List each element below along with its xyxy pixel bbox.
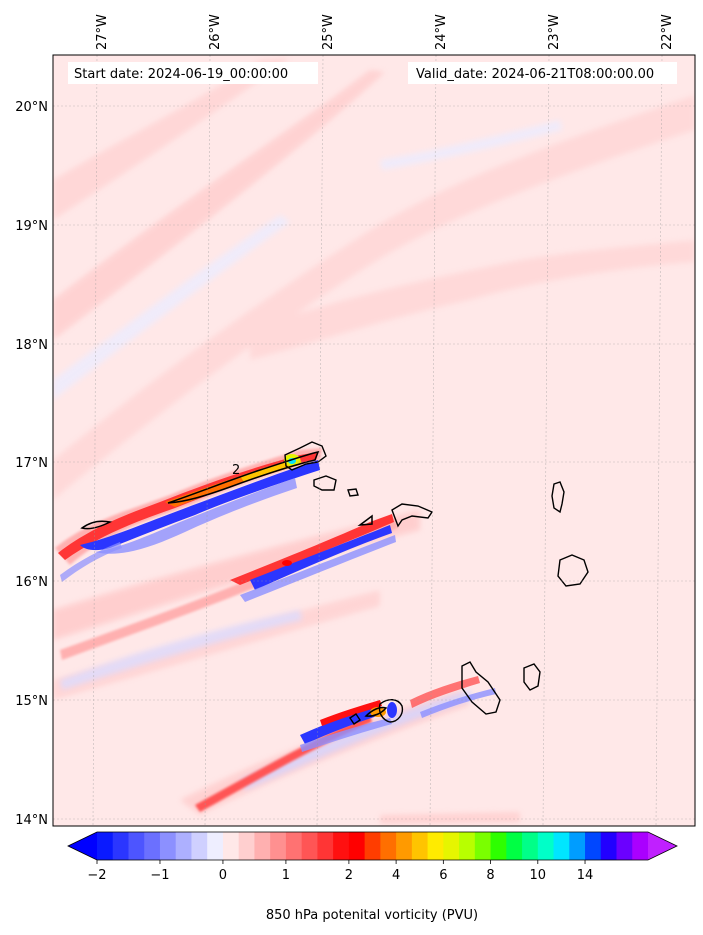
lon-tick-label: 27°W	[95, 14, 110, 50]
lat-tick-label: 15°N	[15, 694, 48, 709]
valid-date-box	[408, 62, 677, 84]
colorbar-tick-label: 8	[486, 868, 494, 883]
start-date-box	[68, 62, 318, 84]
colorbar-cell	[317, 832, 334, 860]
lat-tick-label: 20°N	[15, 100, 48, 115]
lon-tick-label: 24°W	[434, 14, 449, 50]
colorbar-cell	[553, 832, 570, 860]
colorbar-cell	[270, 832, 287, 860]
start-date-label: Start date: 2024-06-19_00:00:00	[74, 67, 288, 82]
lat-tick-label: 19°N	[15, 219, 48, 234]
colorbar-cell	[537, 832, 555, 860]
colorbar-cell	[254, 832, 271, 860]
colorbar-cell	[632, 832, 649, 860]
gridlines	[53, 55, 695, 826]
pv-streak-middle	[60, 514, 398, 660]
lat-tick-label: 18°N	[15, 338, 48, 353]
colorbar-cell	[443, 832, 460, 860]
island-sal	[551, 481, 565, 514]
colorbar: −2 −1 0 1 2 4 6 8 10 14	[67, 831, 678, 883]
island-brava	[349, 713, 361, 725]
colorbar-cell	[191, 832, 208, 860]
colorbar-cell	[396, 832, 413, 860]
map-panel: 2	[52, 54, 696, 827]
colorbar-title: 850 hPa potenital vorticity (PVU)	[266, 908, 478, 923]
colorbar-cell	[569, 832, 586, 860]
colorbar-cell	[285, 832, 303, 860]
colorbar-tick-label: 10	[530, 868, 547, 883]
colorbar-tick-label: 0	[219, 868, 227, 883]
colorbar-cell	[159, 832, 177, 860]
island-sao-vicente	[313, 475, 337, 491]
colorbar-cell	[97, 832, 114, 860]
island-santa-luzia	[347, 488, 359, 497]
island-boa-vista	[557, 554, 589, 587]
pv-field: 2	[53, 55, 695, 826]
colorbar-cell	[128, 832, 145, 860]
lon-tick-label: 22°W	[660, 14, 675, 50]
colorbar-cell	[380, 832, 397, 860]
colorbar-cell	[207, 832, 224, 860]
colorbar-cell	[506, 832, 523, 860]
lat-tick-label: 17°N	[15, 456, 48, 471]
pv-contours	[80, 450, 388, 717]
map-background	[53, 55, 695, 826]
lat-tick-label: 14°N	[15, 813, 48, 828]
valid-date-label: Valid_date: 2024-06-21T08:00:00.00	[416, 67, 654, 82]
island-santo-antao	[284, 441, 327, 471]
colorbar-ticks: −2 −1 0 1 2 4 6 8 10 14	[87, 860, 593, 883]
colorbar-cell	[112, 832, 129, 860]
colorbar-cell	[490, 832, 507, 860]
lon-tick-label: 26°W	[208, 14, 223, 50]
colorbar-tick-label: 1	[282, 868, 290, 883]
lon-tick-label: 23°W	[547, 14, 562, 50]
colorbar-cell	[364, 832, 381, 860]
colorbar-cell	[144, 832, 161, 860]
island-santiago	[461, 661, 501, 715]
colorbar-tick-label: −2	[87, 868, 106, 883]
lon-tick-labels: 27°W 26°W 25°W 24°W 23°W 22°W	[95, 14, 675, 50]
colorbar-tick-label: 2	[345, 868, 353, 883]
colorbar-cell	[522, 832, 539, 860]
colorbar-cell	[585, 832, 602, 860]
map-frame	[52, 54, 696, 827]
island-sao-nicolau	[391, 503, 434, 528]
lat-tick-label: 16°N	[15, 575, 48, 590]
lon-tick-label: 25°W	[321, 14, 336, 50]
colorbar-cell	[600, 832, 618, 860]
colorbar-cell	[459, 832, 476, 860]
island-maio	[523, 663, 541, 691]
colorbar-tick-label: −1	[150, 868, 169, 883]
colorbar-cell	[616, 832, 633, 860]
colorbar-tick-label: 6	[439, 868, 447, 883]
colorbar-cells	[97, 832, 649, 860]
colorbar-cell	[238, 832, 255, 860]
colorbar-under-arrow	[68, 832, 97, 860]
lat-tick-labels: 20°N 19°N 18°N 17°N 16°N 15°N 14°N	[15, 100, 48, 828]
colorbar-tick-label: 4	[392, 868, 400, 883]
colorbar-cell	[301, 832, 318, 860]
colorbar-tick-label: 14	[577, 868, 594, 883]
pv-streak-south	[195, 676, 496, 812]
colorbar-cell	[411, 832, 429, 860]
colorbar-cell	[333, 832, 350, 860]
colorbar-cell	[427, 832, 444, 860]
contour-label: 2	[232, 463, 240, 478]
island-fogo	[378, 699, 404, 723]
colorbar-over-arrow	[648, 832, 677, 860]
colorbar-cell	[222, 832, 240, 860]
colorbar-cell	[474, 832, 492, 860]
colorbar-cell	[175, 832, 192, 860]
coastlines	[284, 441, 589, 725]
colorbar-cell	[348, 832, 366, 860]
